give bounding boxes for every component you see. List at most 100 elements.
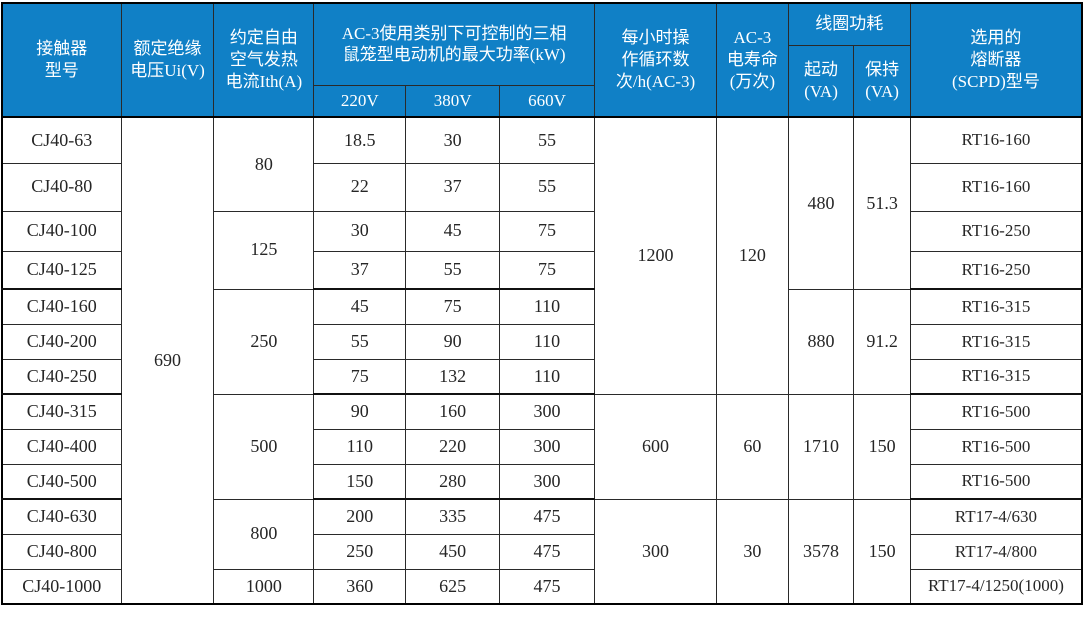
cell-hold: 150 xyxy=(853,498,911,605)
header-ac3-power-group: AC-3使用类别下可控制的三相 鼠笼型电动机的最大功率(kW) xyxy=(313,2,595,86)
cell-ith: 1000 xyxy=(213,568,315,605)
cell-kw660: 475 xyxy=(499,568,595,605)
cell-kw380: 625 xyxy=(405,568,501,605)
cell-kw380: 55 xyxy=(405,250,501,290)
cell-model: CJ40-400 xyxy=(1,428,122,465)
cell-kw220: 18.5 xyxy=(313,116,407,164)
cell-model: CJ40-200 xyxy=(1,323,122,360)
header-220v: 220V xyxy=(313,84,407,118)
header-coil-hold: 保持 (VA) xyxy=(853,44,911,118)
header-cycles-per-hour: 每小时操 作循环数 次/h(AC-3) xyxy=(593,2,718,118)
cell-kw220: 250 xyxy=(313,533,407,570)
header-coil-power-group: 线圈功耗 xyxy=(787,2,911,46)
table-row: CJ40-200 55 90 110 RT16-315 xyxy=(1,323,1083,360)
cell-cycles: 300 xyxy=(593,498,718,605)
cell-ui-voltage: 690 xyxy=(120,116,215,605)
table-row: CJ40-315 500 90 160 300 600 60 1710 150 … xyxy=(1,393,1083,500)
cell-kw660: 110 xyxy=(499,323,595,360)
cell-fuse: RT16-250 xyxy=(909,210,1083,252)
header-coil-pickup: 起动 (VA) xyxy=(787,44,855,118)
cell-kw380: 75 xyxy=(405,288,501,325)
cell-ith: 80 xyxy=(213,116,315,212)
cell-kw380: 160 xyxy=(405,393,501,430)
cell-model: CJ40-63 xyxy=(1,116,122,164)
cell-ith: 250 xyxy=(213,288,315,395)
cell-kw380: 280 xyxy=(405,463,501,500)
cell-cycles: 1200 xyxy=(593,116,718,395)
cell-ith: 500 xyxy=(213,393,315,500)
table-row: CJ40-1000 1000 360 625 475 RT17-4/1250(1… xyxy=(1,568,1083,605)
cell-cycles: 600 xyxy=(593,393,718,500)
cell-fuse: RT16-315 xyxy=(909,288,1083,325)
cell-fuse: RT17-4/800 xyxy=(909,533,1083,570)
cell-kw220: 37 xyxy=(313,250,407,290)
table-header: 接触器 型号 额定绝缘 电压Ui(V) 约定自由 空气发热 电流Ith(A) A… xyxy=(1,2,1083,118)
cell-kw220: 45 xyxy=(313,288,407,325)
cell-fuse: RT16-500 xyxy=(909,428,1083,465)
cell-model: CJ40-100 xyxy=(1,210,122,252)
cell-kw660: 300 xyxy=(499,428,595,465)
cell-kw660: 110 xyxy=(499,288,595,325)
cell-model: CJ40-500 xyxy=(1,463,122,500)
table-row: CJ40-100 125 30 45 75 RT16-250 xyxy=(1,210,1083,290)
cell-kw220: 200 xyxy=(313,498,407,535)
header-380v: 380V xyxy=(405,84,501,118)
cell-kw220: 55 xyxy=(313,323,407,360)
cell-kw660: 75 xyxy=(499,210,595,252)
cell-life: 120 xyxy=(716,116,789,395)
cell-pickup: 480 xyxy=(787,116,855,290)
cell-fuse: RT16-315 xyxy=(909,323,1083,360)
cell-hold: 91.2 xyxy=(853,288,911,395)
cell-kw220: 22 xyxy=(313,162,407,212)
cell-model: CJ40-800 xyxy=(1,533,122,570)
cell-model: CJ40-125 xyxy=(1,250,122,290)
cell-kw660: 55 xyxy=(499,116,595,164)
cell-hold: 51.3 xyxy=(853,116,911,290)
cell-pickup: 1710 xyxy=(787,393,855,500)
contactor-spec-table: 接触器 型号 额定绝缘 电压Ui(V) 约定自由 空气发热 电流Ith(A) A… xyxy=(1,2,1083,605)
table-row: CJ40-630 800 200 335 475 300 30 3578 150… xyxy=(1,498,1083,605)
cell-fuse: RT16-315 xyxy=(909,358,1083,395)
cell-kw660: 55 xyxy=(499,162,595,212)
cell-kw380: 132 xyxy=(405,358,501,395)
header-contactor-model: 接触器 型号 xyxy=(1,2,122,118)
cell-life: 60 xyxy=(716,393,789,500)
cell-model: CJ40-630 xyxy=(1,498,122,535)
cell-model: CJ40-1000 xyxy=(1,568,122,605)
cell-fuse: RT16-160 xyxy=(909,162,1083,212)
cell-kw380: 450 xyxy=(405,533,501,570)
cell-model: CJ40-250 xyxy=(1,358,122,395)
cell-kw660: 300 xyxy=(499,463,595,500)
cell-kw380: 45 xyxy=(405,210,501,252)
cell-model: CJ40-315 xyxy=(1,393,122,430)
cell-kw220: 110 xyxy=(313,428,407,465)
header-fuse: 选用的 熔断器 (SCPD)型号 xyxy=(909,2,1083,118)
table-row: CJ40-500 150 280 300 RT16-500 xyxy=(1,463,1083,500)
table-row: CJ40-160 250 45 75 110 880 91.2 RT16-315 xyxy=(1,288,1083,395)
table-row: CJ40-125 37 55 75 RT16-250 xyxy=(1,250,1083,290)
cell-kw660: 75 xyxy=(499,250,595,290)
header-660v: 660V xyxy=(499,84,595,118)
cell-fuse: RT16-160 xyxy=(909,116,1083,164)
cell-hold: 150 xyxy=(853,393,911,500)
cell-kw660: 300 xyxy=(499,393,595,430)
table-body: CJ40-63 690 80 18.5 30 55 1200 120 480 5… xyxy=(1,116,1083,605)
cell-kw220: 30 xyxy=(313,210,407,252)
cell-fuse: RT17-4/630 xyxy=(909,498,1083,535)
cell-kw380: 220 xyxy=(405,428,501,465)
cell-life: 30 xyxy=(716,498,789,605)
cell-model: CJ40-160 xyxy=(1,288,122,325)
cell-fuse: RT16-250 xyxy=(909,250,1083,290)
table-row: CJ40-800 250 450 475 RT17-4/800 xyxy=(1,533,1083,570)
cell-ith: 125 xyxy=(213,210,315,290)
cell-kw220: 90 xyxy=(313,393,407,430)
table-row: CJ40-80 22 37 55 RT16-160 xyxy=(1,162,1083,212)
header-ac3-life: AC-3 电寿命 (万次) xyxy=(716,2,789,118)
cell-kw380: 335 xyxy=(405,498,501,535)
cell-kw660: 475 xyxy=(499,498,595,535)
cell-kw380: 37 xyxy=(405,162,501,212)
cell-fuse: RT17-4/1250(1000) xyxy=(909,568,1083,605)
page: 接触器 型号 额定绝缘 电压Ui(V) 约定自由 空气发热 电流Ith(A) A… xyxy=(1,2,1083,605)
cell-model: CJ40-80 xyxy=(1,162,122,212)
cell-kw220: 75 xyxy=(313,358,407,395)
